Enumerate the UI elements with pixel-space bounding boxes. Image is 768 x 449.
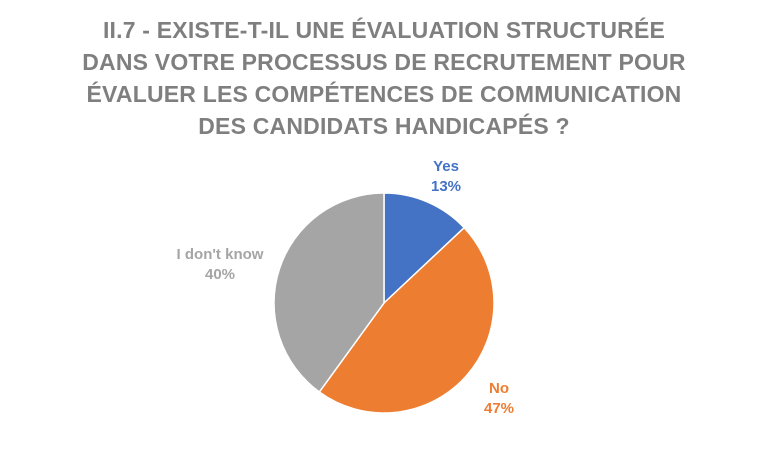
pie-slice-dont-know — [273, 192, 385, 394]
chart-title-line-1: II.7 - EXISTE-T-IL UNE ÉVALUATION STRUCT… — [102, 17, 666, 43]
data-label-no-value: 47% — [483, 400, 515, 417]
data-label-no: No 47% — [464, 379, 534, 419]
data-label-yes-category: Yes — [433, 158, 459, 175]
chart-title-line-2: DANS VOTRE PROCESSUS DE RECRUTEMENT POUR — [82, 49, 686, 75]
pie-slice-no — [318, 226, 495, 414]
chart-title-line-4: DES CANDIDATS HANDICAPÉS ? — [198, 113, 570, 139]
pie-slice-yes — [383, 192, 466, 305]
data-label-dont-know: I don't know 40% — [150, 245, 290, 285]
data-label-yes-value: 13% — [430, 178, 462, 195]
chart-title: II.7 - EXISTE-T-IL UNE ÉVALUATION STRUCT… — [40, 14, 728, 142]
data-label-dont-know-value: 40% — [204, 266, 236, 283]
chart-title-line-3: ÉVALUER LES COMPÉTENCES DE COMMUNICATION — [86, 81, 682, 107]
data-label-no-category: No — [489, 380, 509, 397]
data-label-yes: Yes 13% — [411, 157, 481, 197]
data-label-dont-know-category: I don't know — [176, 246, 264, 263]
